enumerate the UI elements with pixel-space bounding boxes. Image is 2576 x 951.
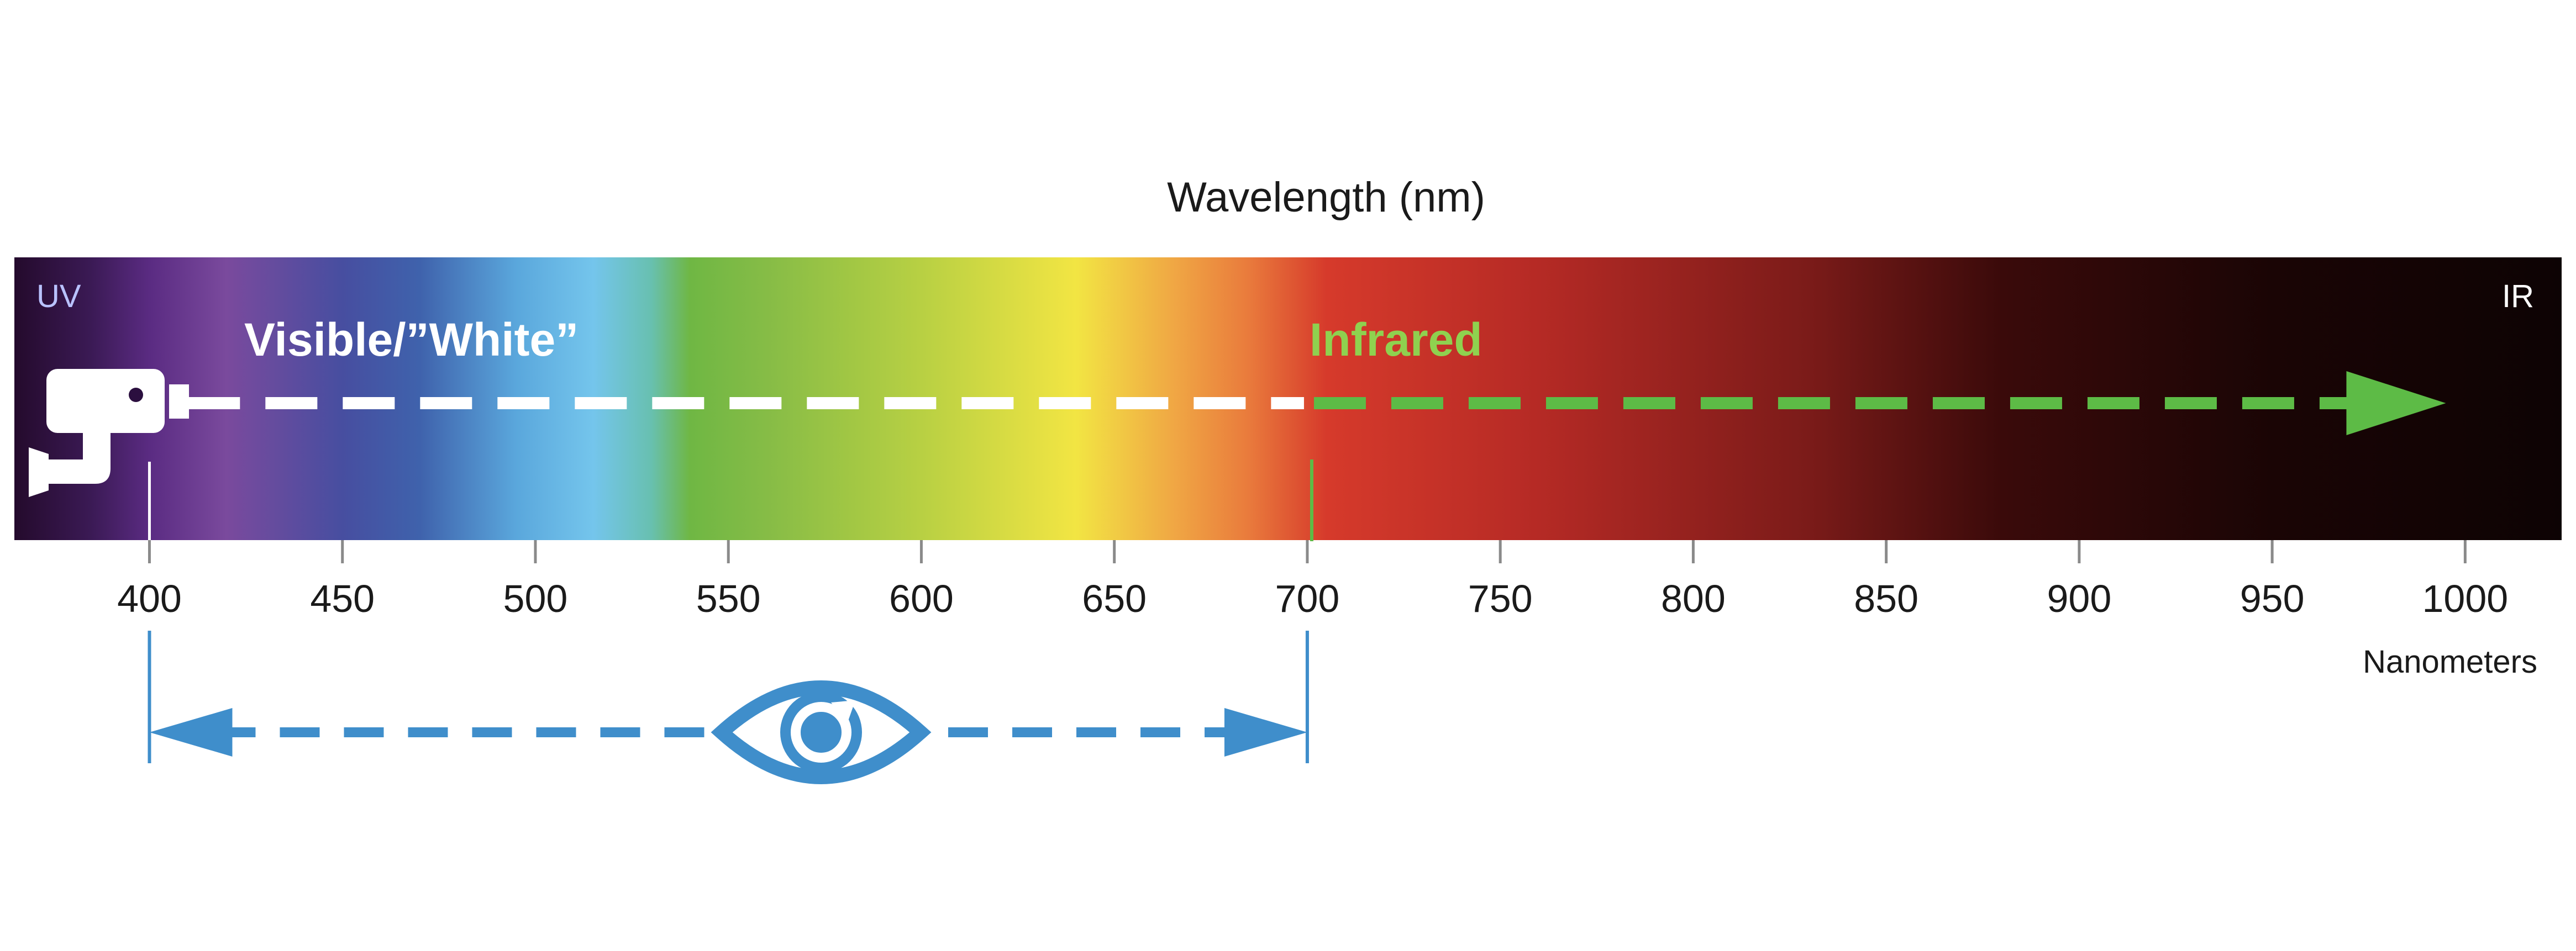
unit-label: Nanometers <box>2363 644 2537 680</box>
axis-tick-label: 450 <box>310 577 375 620</box>
uv-label: UV <box>36 278 81 314</box>
axis-tick-label: 950 <box>2240 577 2305 620</box>
infrared-arrowhead <box>2346 371 2446 435</box>
axis-tick-label: 750 <box>1468 577 1533 620</box>
axis-tick-label: 850 <box>1854 577 1918 620</box>
axis-tick-label: 800 <box>1661 577 1726 620</box>
infrared-label: Infrared <box>1310 314 1482 366</box>
axis-tick-label: 550 <box>696 577 761 620</box>
axis-tick-label: 900 <box>2047 577 2111 620</box>
ir-label: IR <box>2502 278 2534 314</box>
axis-tick-label: 500 <box>503 577 568 620</box>
diagram-title: Wavelength (nm) <box>1167 174 1485 221</box>
axis-ticks: 400 450 500 550 600 650 700 750 800 850 900 950 1000 <box>117 540 2508 620</box>
human-vision-left-arrowhead <box>149 708 233 757</box>
axis-tick-label: 650 <box>1082 577 1147 620</box>
human-vision-right-arrowhead <box>1224 708 1307 757</box>
security-camera-icon <box>29 369 189 497</box>
visible-white-label: Visible/”White” <box>244 314 579 366</box>
axis-tick-label: 700 <box>1275 577 1340 620</box>
axis-tick-label: 400 <box>117 577 182 620</box>
axis-tick-label: 600 <box>889 577 954 620</box>
axis-tick-label: 1000 <box>2422 577 2509 620</box>
eye-icon <box>711 680 932 784</box>
